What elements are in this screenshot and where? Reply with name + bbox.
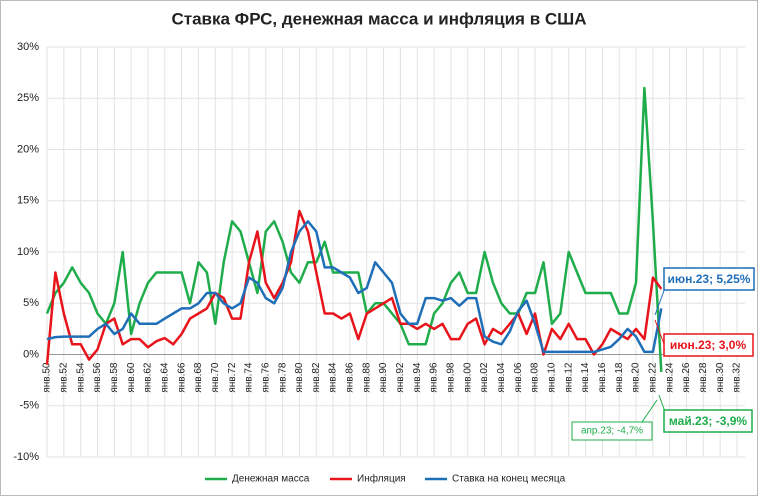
x-tick-label: янв.88 xyxy=(361,362,372,393)
callout xyxy=(663,333,754,357)
annotation: июн.23; 5,25% xyxy=(668,272,751,286)
y-tick-label: 20% xyxy=(17,143,39,155)
x-tick-label: янв.66 xyxy=(176,362,187,393)
x-tick-label: янв.28 xyxy=(698,362,709,393)
x-tick-label: янв.04 xyxy=(496,362,507,393)
x-tick-label: янв.12 xyxy=(563,362,574,393)
x-tick-label: янв.82 xyxy=(311,362,322,393)
x-tick-label: янв.10 xyxy=(547,362,558,393)
x-tick-label: янв.52 xyxy=(58,362,69,393)
x-tick-label: янв.24 xyxy=(664,362,675,393)
x-tick-label: янв.14 xyxy=(580,362,591,393)
x-tick-label: янв.60 xyxy=(126,362,137,393)
x-tick-label: янв.76 xyxy=(260,362,271,393)
x-tick-label: янв.08 xyxy=(530,362,541,393)
series-line xyxy=(45,86,663,372)
x-tick-label: янв.64 xyxy=(159,362,170,393)
y-tick-label: -5% xyxy=(19,400,39,412)
annotation: июн.23; 3,0% xyxy=(670,338,747,352)
x-tick-label: янв.90 xyxy=(378,362,389,393)
chart-title: Ставка ФРС, денежная масса и инфляция в … xyxy=(171,9,586,28)
series-line xyxy=(46,220,663,354)
x-tick-label: янв.58 xyxy=(109,362,120,393)
x-tick-label: янв.74 xyxy=(244,362,255,393)
x-tick-label: янв.62 xyxy=(143,362,154,393)
x-tick-label: янв.54 xyxy=(75,362,86,393)
callout xyxy=(663,409,753,433)
legend-label: Инфляция xyxy=(357,473,406,485)
x-tick-label: янв.26 xyxy=(681,362,692,393)
y-tick-label: 10% xyxy=(17,246,39,258)
x-tick-label: янв.20 xyxy=(631,362,642,393)
series-line xyxy=(45,209,663,365)
x-tick-label: янв.32 xyxy=(732,362,743,393)
x-tick-label: янв.96 xyxy=(429,362,440,393)
annotation: май.23; -3,9% xyxy=(669,414,747,428)
y-tick-label: 25% xyxy=(17,92,39,104)
y-tick-label: 15% xyxy=(17,195,39,207)
x-tick-label: янв.86 xyxy=(345,362,356,393)
annotation: апр.23; -4,7% xyxy=(581,426,643,437)
x-tick-label: янв.06 xyxy=(513,362,524,393)
x-tick-label: янв.30 xyxy=(715,362,726,393)
x-tick-label: янв.02 xyxy=(479,362,490,393)
x-tick-label: янв.98 xyxy=(446,362,457,393)
x-tick-label: янв.68 xyxy=(193,362,204,393)
legend-label: Денежная масса xyxy=(232,474,310,485)
x-tick-label: янв.70 xyxy=(210,362,221,393)
x-tick-label: янв.80 xyxy=(294,362,305,393)
y-tick-label: 30% xyxy=(17,41,39,53)
x-tick-label: янв.00 xyxy=(462,362,473,393)
connector xyxy=(639,399,658,426)
plot: -10% -5% 0% 5% 10% 15% 20% 25% 30% янв.50 янв.52 ян… xyxy=(13,41,745,463)
y-tick-label: -10% xyxy=(13,451,39,463)
callout xyxy=(571,421,653,441)
legend: Денежная масса Инфляция Ставка на конец ме… xyxy=(205,473,566,485)
x-tick-label: янв.84 xyxy=(328,362,339,393)
y-tick-label: 0% xyxy=(23,348,39,360)
x-tick-label: янв.16 xyxy=(597,362,608,393)
x-tick-label: янв.50 xyxy=(42,362,53,393)
x-tick-label: янв.22 xyxy=(647,362,658,393)
legend-label: Ставка на конец месяца xyxy=(452,474,566,485)
x-tick-label: янв.94 xyxy=(412,362,423,393)
x-tick-label: янв.78 xyxy=(277,362,288,393)
x-tick-label: янв.56 xyxy=(92,362,103,393)
callout xyxy=(663,267,755,291)
connector xyxy=(654,319,665,345)
x-tick-label: янв.72 xyxy=(227,362,238,393)
x-tick-label: янв.92 xyxy=(395,362,406,393)
y-tick-label: 5% xyxy=(23,297,39,309)
x-tick-label: янв.18 xyxy=(614,362,625,393)
annotations: июн.23; 5,25% июн.23; 3,0% май.23; -3,9%… xyxy=(571,267,755,441)
